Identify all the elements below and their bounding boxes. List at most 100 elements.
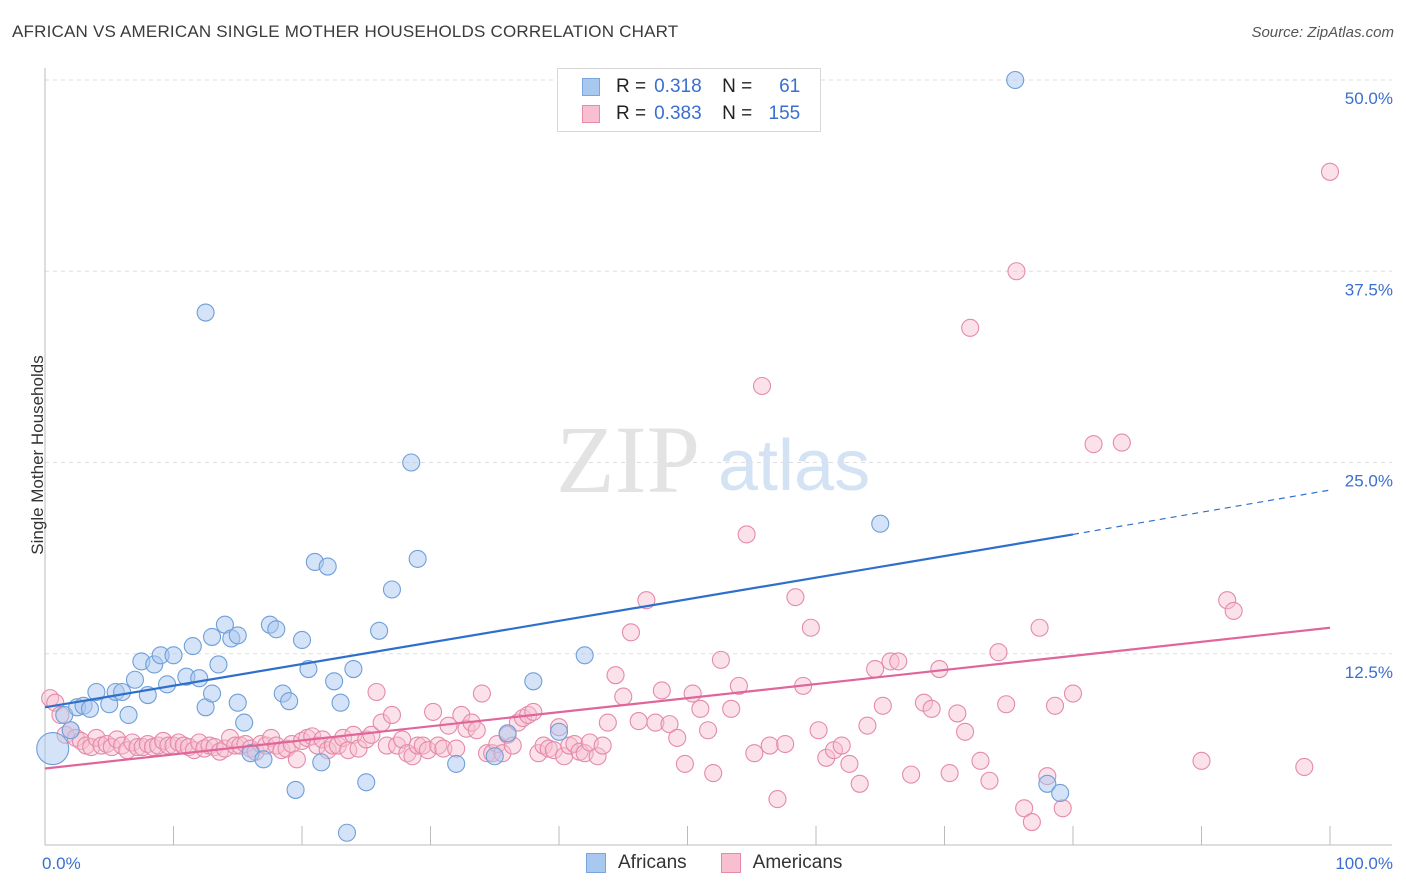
africans-point bbox=[158, 675, 177, 694]
africans-point bbox=[325, 672, 344, 691]
legend-item-africans: Africans bbox=[586, 852, 687, 874]
africans-points bbox=[36, 70, 1070, 842]
americans-point bbox=[1030, 618, 1049, 637]
americans-point bbox=[737, 525, 756, 544]
y-axis-label: Single Mother Households bbox=[28, 355, 47, 555]
americans-legend-swatch bbox=[720, 853, 741, 873]
americans-point bbox=[398, 744, 417, 763]
americans-point bbox=[629, 712, 648, 731]
americans-point bbox=[760, 736, 779, 755]
africans-point bbox=[524, 672, 543, 691]
y-tick-label: 37.5% bbox=[1345, 280, 1393, 299]
americans-point bbox=[971, 751, 990, 770]
watermark-zip: ZIP bbox=[556, 406, 700, 513]
americans-point bbox=[866, 659, 885, 679]
n-value: 155 bbox=[768, 103, 801, 124]
americans-point bbox=[881, 652, 900, 671]
watermark-atlas: atlas bbox=[718, 426, 870, 506]
americans-point bbox=[1015, 799, 1034, 818]
americans-point bbox=[408, 736, 427, 755]
africans-point bbox=[292, 630, 312, 650]
americans-point bbox=[1192, 751, 1211, 770]
americans-point bbox=[367, 682, 386, 702]
africans-point bbox=[280, 692, 299, 711]
africans-point bbox=[871, 514, 890, 533]
americans-point bbox=[1295, 757, 1314, 777]
n-label: N = bbox=[722, 76, 753, 97]
grid-lines bbox=[45, 79, 1392, 655]
americans-point bbox=[377, 736, 396, 755]
africans-point bbox=[203, 627, 222, 646]
trend-lines bbox=[44, 489, 1331, 770]
americans-point bbox=[786, 588, 805, 607]
americans-point bbox=[169, 733, 188, 752]
africans-point bbox=[286, 780, 305, 799]
africans-point bbox=[196, 303, 215, 322]
americans-trend-line bbox=[44, 626, 1331, 770]
africans-point bbox=[209, 655, 228, 674]
americans-point bbox=[472, 684, 491, 703]
americans-point bbox=[133, 738, 152, 757]
americans-point bbox=[922, 699, 941, 718]
americans-point bbox=[1045, 696, 1065, 715]
americans-point bbox=[393, 730, 412, 749]
r-label: R = bbox=[616, 76, 647, 97]
y-tick-label: 25.0% bbox=[1345, 472, 1393, 491]
americans-point bbox=[889, 652, 908, 671]
africans-point bbox=[344, 659, 363, 679]
americans-point bbox=[840, 754, 859, 773]
americans-point bbox=[722, 699, 741, 718]
africans-point bbox=[357, 773, 376, 792]
americans-point bbox=[832, 736, 851, 755]
americans-point bbox=[434, 739, 453, 758]
americans-point bbox=[704, 764, 723, 783]
africans-point bbox=[549, 722, 569, 741]
americans-point bbox=[873, 696, 892, 715]
legend-label: Americans bbox=[752, 852, 843, 873]
africans-point bbox=[36, 732, 70, 766]
africans-point bbox=[113, 682, 132, 702]
africans-point bbox=[267, 620, 286, 639]
africans-point bbox=[408, 549, 427, 568]
africans-trend-line bbox=[44, 533, 1074, 709]
americans-point bbox=[1224, 601, 1243, 620]
africans-point bbox=[87, 682, 106, 702]
americans-swatch bbox=[582, 105, 600, 123]
americans-point bbox=[429, 736, 448, 755]
americans-point bbox=[447, 739, 466, 758]
legend-item-americans: Americans bbox=[720, 852, 843, 874]
africans-point bbox=[190, 669, 209, 688]
americans-point bbox=[752, 376, 772, 396]
africans-point bbox=[61, 721, 80, 740]
americans-point bbox=[817, 748, 836, 767]
americans-point bbox=[989, 643, 1008, 662]
americans-point bbox=[997, 695, 1016, 714]
africans-point bbox=[318, 557, 337, 576]
africans-point bbox=[1038, 774, 1057, 793]
americans-point bbox=[534, 736, 553, 755]
americans-point bbox=[776, 734, 795, 754]
americans-point bbox=[699, 721, 718, 740]
n-label: N = bbox=[722, 103, 753, 124]
africans-trend-extension bbox=[1072, 489, 1331, 536]
africans-point bbox=[370, 621, 389, 640]
americans-point bbox=[598, 713, 617, 732]
americans-point bbox=[1063, 684, 1083, 703]
americans-point bbox=[1022, 812, 1041, 832]
africans-point bbox=[575, 646, 594, 665]
legend-label: Africans bbox=[618, 852, 687, 873]
africans-point bbox=[254, 750, 273, 769]
africans-point bbox=[485, 747, 504, 766]
americans-point bbox=[745, 744, 764, 763]
series-legend: Africans Americans bbox=[586, 852, 876, 874]
africans-point bbox=[80, 699, 100, 718]
africans-point bbox=[1006, 70, 1025, 90]
africans-point bbox=[447, 754, 466, 773]
americans-point bbox=[97, 734, 116, 754]
americans-point bbox=[1007, 262, 1026, 281]
africans-point bbox=[402, 453, 421, 472]
americans-point bbox=[809, 721, 828, 740]
americans-point bbox=[467, 721, 486, 740]
americans-point bbox=[948, 704, 967, 723]
